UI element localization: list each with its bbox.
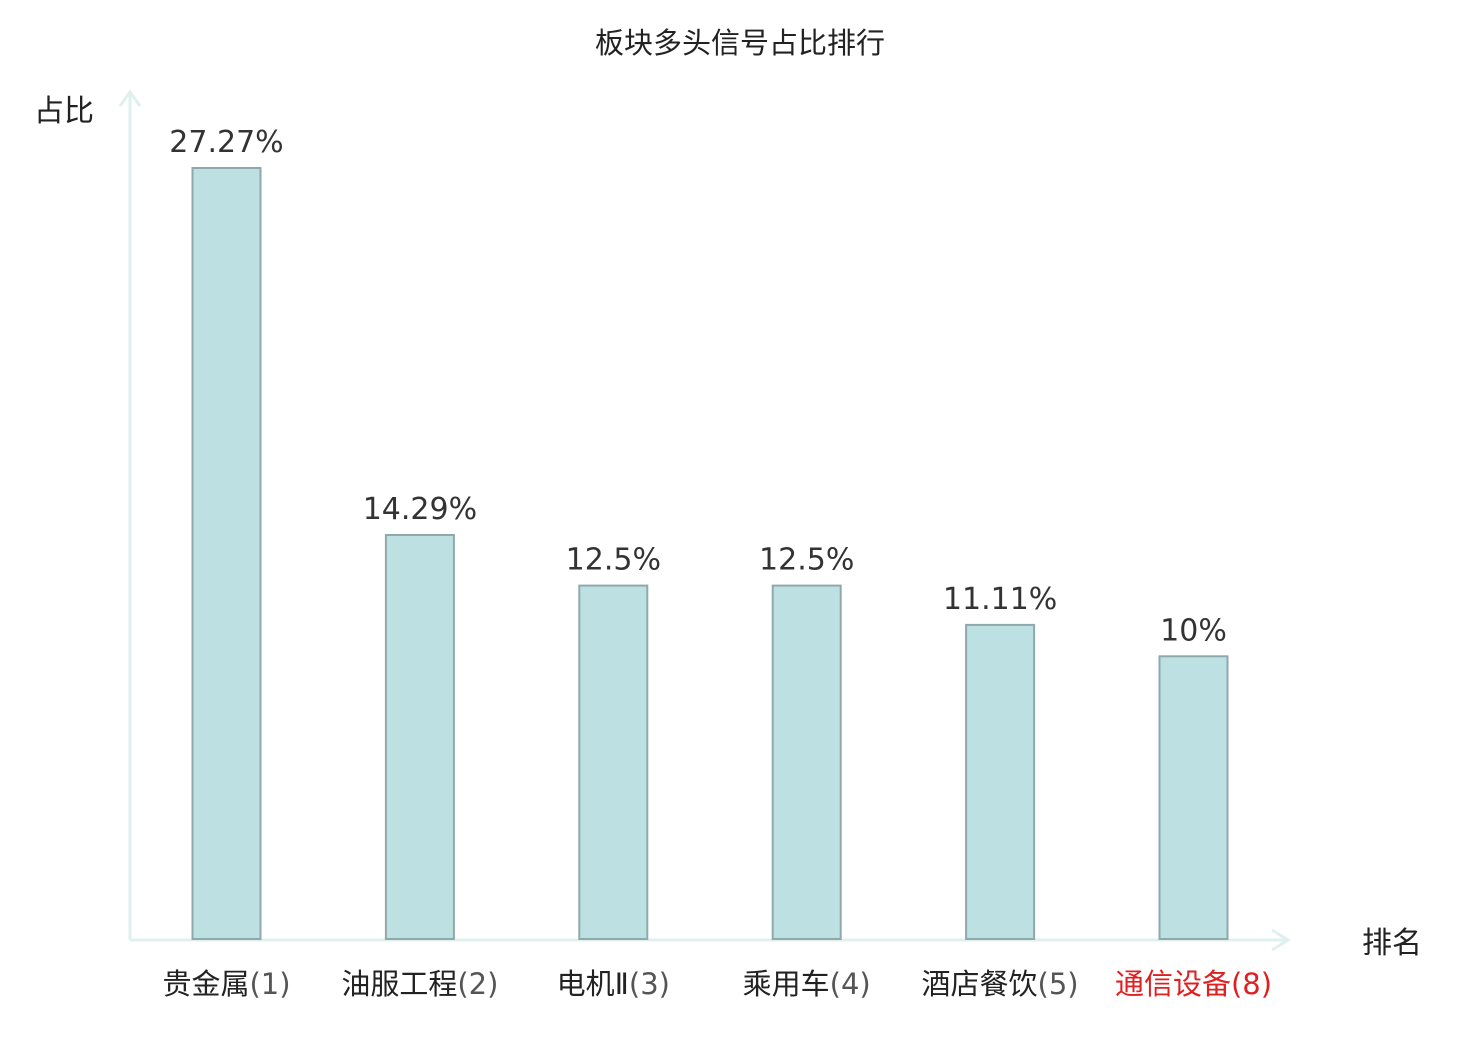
bar-value-label: 14.29% (363, 492, 477, 527)
category-rank: (4) (830, 967, 871, 1001)
chart-title: 板块多头信号占比排行 (595, 26, 885, 60)
category-name: 通信设备 (1115, 967, 1231, 1001)
category-label: 通信设备(8) (1115, 967, 1272, 1001)
category-label: 酒店餐饮(5) (922, 967, 1079, 1001)
category-label: 乘用车(4) (743, 967, 871, 1001)
axes (118, 89, 1291, 952)
bar (578, 584, 649, 940)
category-name: 贵金属 (162, 967, 249, 1001)
y-axis-label: 占比 (34, 94, 94, 129)
category-rank: (1) (249, 967, 290, 1001)
value-labels-group: 27.27% 14.29% 12.5% 12.5% 11.11% 10% (169, 125, 1227, 648)
category-name: 酒店餐饮 (922, 967, 1038, 1001)
bar-value-label: 27.27% (169, 125, 283, 160)
y-axis-arrow (118, 89, 142, 107)
bar (1158, 655, 1229, 940)
category-label: 贵金属(1) (162, 967, 290, 1001)
bar (191, 167, 262, 940)
category-name: 油服工程 (341, 967, 457, 1001)
category-labels-group: 贵金属(1) 油服工程(2) 电机Ⅱ(3) 乘用车(4) 酒店餐饮(5) 通信设备(8) (162, 967, 1272, 1001)
category-label: 油服工程(2) (341, 967, 498, 1001)
category-name: 乘用车 (743, 967, 830, 1001)
bar (965, 623, 1036, 941)
x-axis-arrow (1271, 928, 1291, 952)
category-name: 电机Ⅱ (557, 967, 629, 1001)
category-label: 电机Ⅱ(3) (557, 967, 670, 1001)
bars-group (191, 167, 1229, 941)
bar-value-label: 12.5% (759, 543, 854, 578)
bar-value-label: 12.5% (566, 543, 661, 578)
bar (771, 584, 842, 940)
category-rank: (5) (1038, 967, 1079, 1001)
category-rank: (8) (1231, 967, 1272, 1001)
bar-value-label: 11.11% (943, 582, 1057, 617)
bar-value-label: 10% (1160, 613, 1227, 648)
bar (384, 534, 455, 940)
x-axis-label: 排名 (1362, 926, 1422, 961)
category-rank: (2) (457, 967, 498, 1001)
category-rank: (3) (629, 967, 670, 1001)
